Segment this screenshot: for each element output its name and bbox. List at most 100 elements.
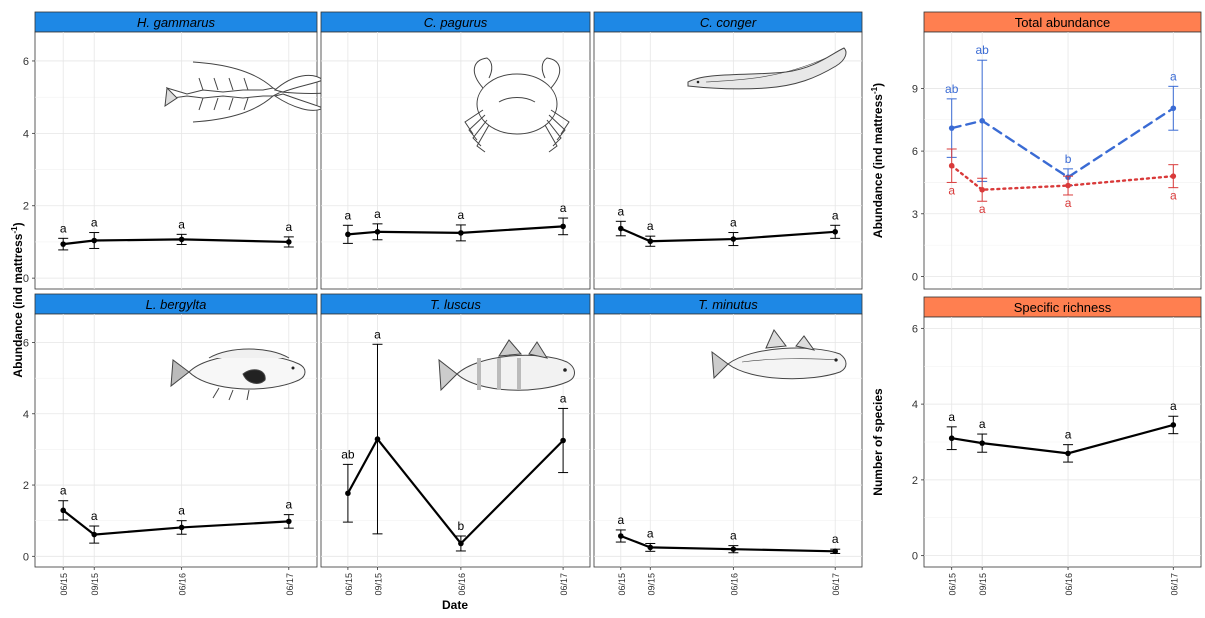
data-point: [1170, 422, 1177, 428]
x-tick-label: 06/17: [285, 573, 295, 596]
data-point: [560, 223, 566, 230]
illustration-part: [456, 354, 575, 391]
illustration-part: [198, 97, 204, 111]
significance-label: a: [458, 208, 465, 222]
y-tick-label: 4: [912, 399, 918, 411]
data-point: [730, 236, 737, 242]
facet-1: C. pagurus a a a a: [320, 11, 591, 290]
significance-label: a: [617, 204, 624, 218]
data-point: [374, 436, 381, 442]
illustration-part: [550, 109, 570, 135]
y-tick-label: 0: [23, 551, 29, 563]
facet-0: H. gammarus 0 2 4 6 a a a a: [23, 11, 334, 290]
series-line: [950, 107, 1175, 179]
illustration-part: [170, 359, 190, 388]
significance-label: a: [979, 417, 986, 431]
significance-label: a: [1170, 69, 1177, 83]
x-tick-label: 06/16: [729, 573, 739, 596]
significance-label: a: [178, 504, 185, 518]
data-point: [1065, 182, 1071, 189]
illustration-part: [192, 95, 274, 123]
y-tick-label: 4: [23, 409, 29, 421]
facet-title: L. bergylta: [146, 297, 207, 312]
significance-label: a: [560, 201, 567, 215]
data-point: [91, 531, 98, 538]
series-line: [62, 238, 290, 246]
illustration-part: [213, 77, 219, 91]
significance-label: a: [730, 529, 737, 543]
data-point: [618, 533, 624, 539]
data-point: [178, 236, 185, 243]
y-axis-label-left: Abundance (ind mattress-1): [10, 222, 25, 377]
facet-5: T. minutus 06/15 09/15 06/16 06/17 a a a a: [593, 293, 863, 596]
significance-label: ab: [975, 43, 989, 57]
data-point: [979, 118, 985, 124]
y-tick-label: 2: [23, 480, 29, 492]
illustration-part: [498, 339, 549, 359]
data-point: [91, 237, 98, 244]
illustration-part: [243, 77, 249, 91]
series-line: [346, 437, 565, 546]
facet-title: T. minutus: [698, 297, 758, 312]
x-tick-label: 06/15: [948, 573, 958, 596]
illustration-part: [541, 57, 561, 89]
facet-title: C. conger: [700, 15, 757, 30]
x-tick-label: 06/15: [617, 573, 627, 596]
lobster-illustration: [164, 61, 334, 123]
facet-title: Specific richness: [1014, 300, 1112, 315]
fish-eye: [291, 366, 295, 370]
illustration-part: [198, 77, 204, 91]
illustration-part: [741, 358, 839, 363]
illustration-part: [438, 358, 458, 392]
data-point: [286, 239, 292, 245]
illustration-part: [476, 124, 490, 153]
x-tick-label: 06/17: [1169, 573, 1179, 596]
x-tick-label: 06/16: [1064, 573, 1074, 596]
facet-title: H. gammarus: [137, 15, 216, 30]
facet-3: L. bergylta 0 2 4 6 06/15 09/15 06/16 06/17 a a a a: [23, 293, 318, 596]
data-point: [1170, 105, 1177, 112]
x-tick-label: 06/16: [178, 573, 188, 596]
illustration-part: [208, 348, 290, 359]
illustration-part: [765, 329, 816, 351]
data-point: [832, 229, 838, 235]
data-point: [458, 230, 464, 236]
significance-label: a: [832, 208, 839, 222]
illustration-part: [192, 61, 274, 89]
significance-label: a: [560, 391, 567, 405]
panel-border: [923, 31, 1202, 290]
significance-label: a: [979, 202, 986, 216]
significance-label: a: [60, 221, 67, 235]
series-line: [950, 423, 1175, 455]
facet-7: Specific richness 0 2 4 6 06/15 09/15 06/16 06/1…: [871, 296, 1202, 596]
x-tick-label: 06/15: [344, 573, 354, 596]
y-tick-label: 6: [23, 338, 29, 350]
panel-border: [34, 31, 318, 290]
data-point: [560, 437, 566, 444]
significance-label: a: [374, 327, 381, 341]
y-tick-label: 9: [912, 83, 918, 95]
x-tick-label: 06/17: [559, 573, 569, 596]
significance-label: a: [285, 498, 292, 512]
data-point: [979, 186, 985, 193]
significance-label: a: [1170, 399, 1177, 413]
eel-eye: [696, 80, 700, 84]
x-tick-label: 09/15: [373, 573, 383, 596]
data-point: [60, 241, 66, 247]
illustration-part: [711, 350, 729, 380]
x-tick-label: 06/16: [457, 573, 467, 596]
crab-shell: [476, 73, 558, 135]
series-line: [619, 534, 837, 553]
y-axis-label: Abundance (ind mattress-1): [870, 83, 885, 238]
x-tick-label: 09/15: [90, 573, 100, 596]
data-point: [1065, 450, 1071, 457]
data-point: [345, 490, 351, 497]
data-point: [458, 540, 464, 547]
significance-label: a: [1065, 428, 1072, 442]
illustration-part: [544, 124, 558, 153]
significance-label: a: [948, 410, 955, 424]
data-point: [1170, 173, 1177, 179]
y-tick-label: 6: [912, 323, 918, 335]
series-line: [619, 227, 837, 243]
